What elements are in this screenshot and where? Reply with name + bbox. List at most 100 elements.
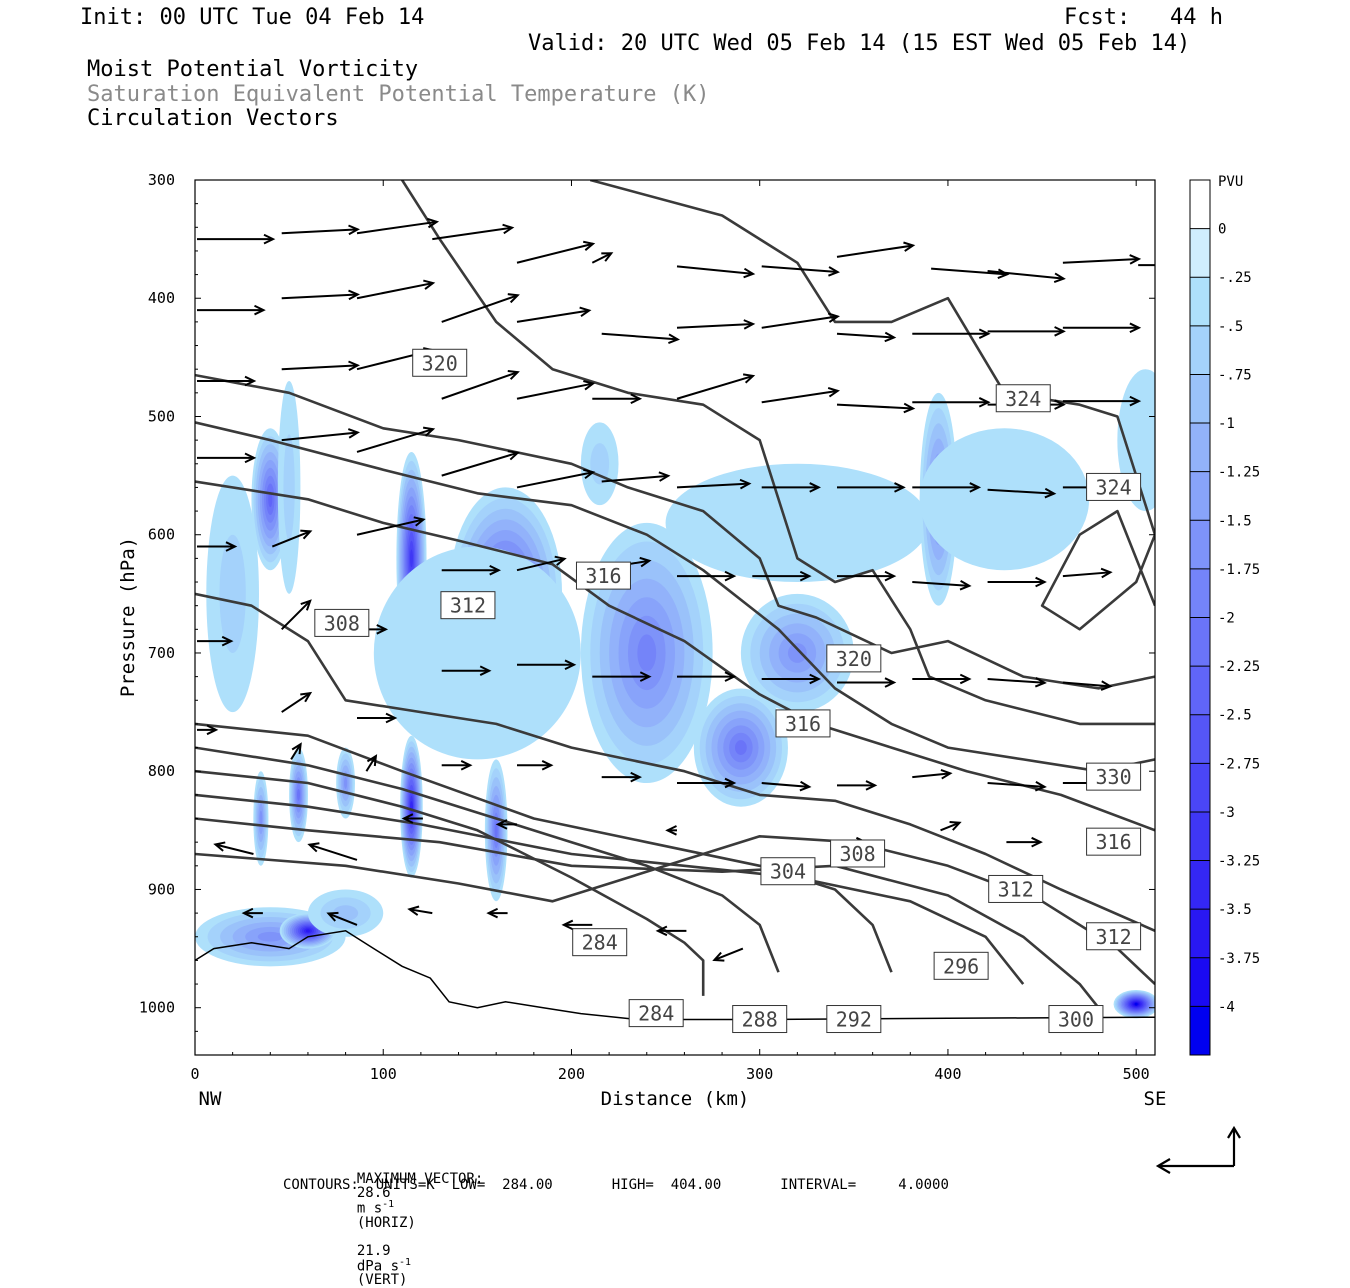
vector-shaft — [836, 244, 914, 258]
contour-label: 292 — [826, 1005, 882, 1034]
colorbar-label: -2.75 — [1218, 756, 1260, 772]
contour-label-box — [760, 857, 816, 886]
theta-contour-292-2 — [195, 722, 893, 973]
vector-shaft — [356, 220, 437, 235]
contour-label: 308 — [830, 839, 886, 868]
vector-head — [407, 905, 420, 916]
circulation-vector — [307, 842, 358, 861]
contour-label-box — [572, 928, 628, 957]
colorbar-swatch — [1190, 811, 1210, 862]
contour-label: 312 — [1086, 922, 1142, 951]
vector-head — [385, 712, 398, 724]
circulation-vector — [197, 304, 266, 316]
colorbar-label: -1.5 — [1218, 513, 1252, 529]
circulation-vector — [516, 240, 596, 264]
circulation-vector — [592, 671, 652, 682]
vector-head — [724, 671, 737, 682]
vector-head — [724, 570, 737, 582]
vector-shaft — [281, 692, 311, 713]
vector-head — [601, 252, 614, 262]
contour-label-box — [1086, 762, 1142, 791]
contour-label-box — [775, 709, 831, 738]
contour-label: 320 — [826, 644, 882, 673]
contour-label: 312 — [440, 591, 496, 620]
vector-head — [978, 328, 991, 339]
circulation-vector — [281, 289, 361, 301]
vector-head — [213, 841, 226, 852]
vector-head — [241, 907, 254, 919]
vector-head — [401, 813, 414, 824]
colorbar-swatch — [1190, 617, 1210, 667]
vector-shaft — [601, 332, 678, 341]
vert-tag: (VERT) — [356, 1272, 408, 1288]
circulation-vector — [761, 312, 840, 329]
contour-label-box — [830, 839, 886, 868]
circulation-vector — [357, 712, 398, 724]
vector-shaft — [309, 843, 358, 861]
contour-label-box — [933, 951, 989, 980]
circulation-vector — [836, 402, 916, 414]
contour-label: 320 — [412, 348, 468, 377]
circulation-vector — [516, 306, 592, 323]
vector-head — [668, 333, 680, 345]
circulation-vector — [516, 555, 567, 572]
circulation-vector — [1138, 264, 1155, 267]
circulation-vector — [197, 541, 238, 552]
contour-label-box — [1048, 1005, 1104, 1034]
contour-label: 330 — [1086, 762, 1142, 791]
colorbar-swatch — [1190, 666, 1210, 716]
vector-shaft — [441, 451, 518, 477]
vector-shaft — [280, 600, 311, 631]
contour-label-text: 308 — [324, 611, 360, 635]
horiz-value: 28.6 — [356, 1185, 391, 1201]
pv-fill-layer — [195, 369, 1155, 1019]
pv-blob-0-level-9 — [268, 491, 273, 508]
colorbar-swatch — [1190, 909, 1210, 959]
pv-blob-1-level-2 — [283, 434, 295, 541]
pv-blob-5-level-1 — [373, 546, 581, 760]
circulation-vector — [290, 742, 302, 760]
vector-head — [495, 819, 508, 830]
circulation-vector — [516, 380, 596, 400]
vector-head — [489, 564, 502, 576]
vector-head — [799, 570, 812, 582]
vector-head — [739, 478, 752, 490]
circulation-vector — [837, 570, 897, 582]
circulation-vector — [401, 813, 423, 824]
circulation-vector — [677, 671, 737, 682]
colorbar-label: -1.75 — [1218, 562, 1260, 578]
x-tick-label: 500 — [1123, 1065, 1150, 1083]
vector-shaft — [591, 252, 612, 264]
vector-head — [326, 911, 339, 922]
vector-head — [1034, 781, 1047, 792]
vector-head — [959, 580, 972, 591]
contour-label-text: 312 — [450, 594, 486, 618]
contour-label-text: 324 — [1005, 387, 1041, 411]
circulation-vector — [441, 370, 520, 400]
circulation-vector — [486, 907, 508, 919]
vector-head — [630, 771, 643, 783]
contour-label-text: 300 — [1058, 1008, 1094, 1032]
contour-label-box — [826, 1005, 882, 1034]
vector-head — [1035, 576, 1047, 588]
colorbar-swatch — [1190, 1006, 1210, 1056]
circulation-vector — [912, 328, 991, 339]
colorbar-label: -.75 — [1218, 367, 1252, 383]
circulation-vector — [601, 332, 680, 345]
vector-head — [1054, 399, 1066, 410]
vector-head — [422, 426, 436, 437]
x-tick-label: 200 — [558, 1065, 585, 1083]
horiz-tag: (HORIZ) — [356, 1214, 416, 1231]
colorbar-label: -.25 — [1218, 270, 1252, 286]
vector-shaft — [516, 309, 590, 323]
circulation-vector — [281, 224, 361, 236]
vector-shaft — [836, 332, 895, 339]
contour-label-box — [314, 608, 370, 637]
vector-head — [884, 570, 897, 582]
colorbar-swatch — [1190, 763, 1210, 813]
vector-head — [426, 217, 440, 229]
contour-label-box — [575, 561, 631, 590]
pv-blob-8-level-8 — [735, 740, 747, 755]
circulation-vector — [197, 452, 257, 464]
vector-head — [564, 659, 577, 671]
